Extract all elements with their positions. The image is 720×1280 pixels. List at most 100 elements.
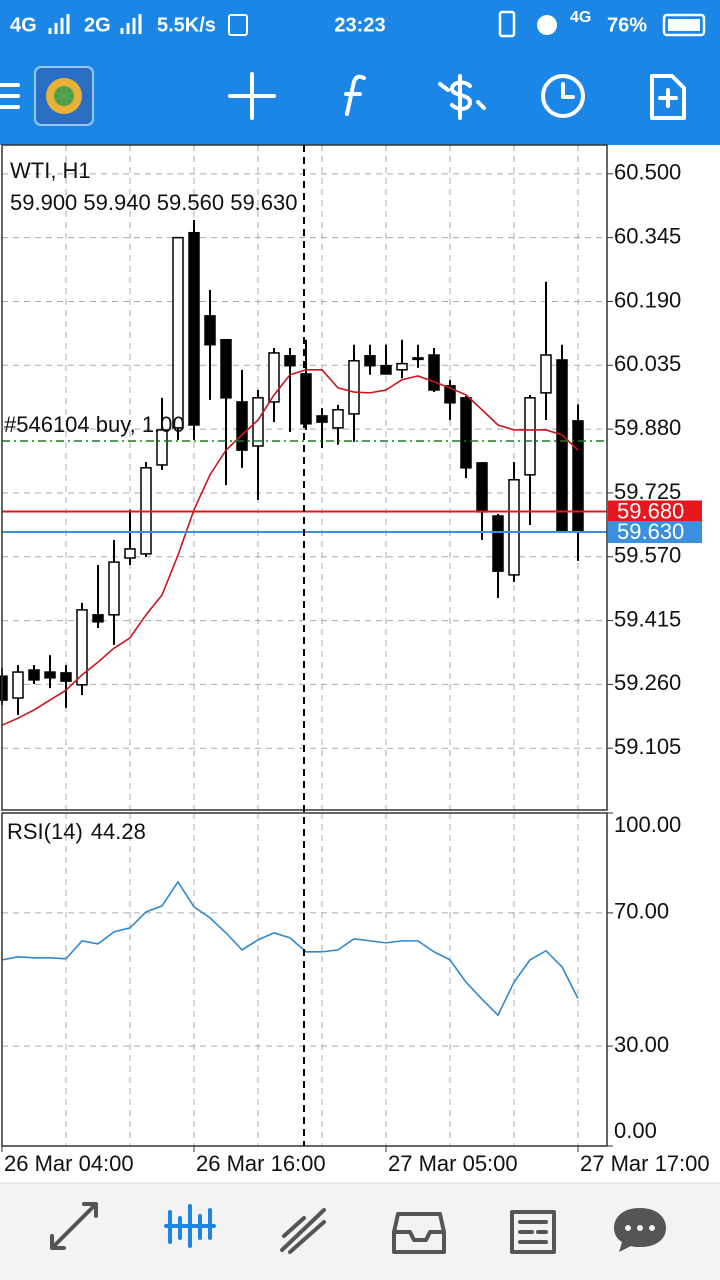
crosshair-button[interactable]: [228, 72, 276, 120]
candle-body: [556, 359, 568, 532]
chart-tab[interactable]: [164, 1204, 216, 1248]
battery-fill: [668, 19, 700, 31]
candle-body: [268, 352, 280, 403]
moving-average: [1, 369, 579, 726]
candle-body: [252, 397, 264, 447]
y-tick-label: 59.570: [614, 543, 681, 568]
candle-body: [284, 355, 296, 367]
candle-body: [364, 355, 376, 367]
candle-body: [236, 401, 248, 451]
chat-dot: [649, 1225, 655, 1231]
candle-body: [572, 420, 584, 533]
rsi-name: RSI(14): [7, 819, 83, 844]
candle-body: [188, 231, 200, 426]
notify-icon: [228, 14, 248, 36]
candle-body: [204, 315, 216, 346]
candle-body: [460, 397, 472, 469]
candle-body: [60, 672, 72, 682]
candle-body: [508, 479, 520, 576]
y-tick-label: 100.00: [614, 812, 681, 837]
x-tick-label: 27 Mar 17:00: [580, 1151, 710, 1176]
candle-body: [412, 357, 424, 361]
price-label-box: [608, 500, 702, 523]
candle-body: [300, 373, 312, 425]
y-tick-label: 70.00: [614, 899, 669, 924]
candle-body: [44, 671, 56, 679]
period-button[interactable]: [541, 74, 585, 118]
ohlc-info: 59.900 59.940 59.560 59.630: [10, 190, 298, 215]
signal-icon: [48, 14, 70, 34]
y-tick-label: 60.190: [614, 287, 681, 312]
price-label: 59.680: [617, 498, 684, 523]
labels: 60.500 60.345 60.190 60.035 59.880 59.725 59.5…: [1, 160, 710, 1176]
x-tick-label: 26 Mar 16:00: [196, 1151, 326, 1176]
chart-area: [0, 145, 720, 1183]
indicators-button[interactable]: [344, 74, 366, 116]
y-tick-label: 60.035: [614, 351, 681, 376]
candle-body: [428, 354, 440, 391]
vibrate-icon: [498, 10, 516, 38]
rsi-value: 44.28: [91, 819, 146, 844]
rsi-line: [1, 880, 579, 1017]
candle-body: [444, 385, 456, 404]
candle-body: [380, 364, 392, 375]
battery-icon: [662, 13, 706, 37]
candle-body: [220, 339, 232, 399]
candle-body: [28, 669, 40, 681]
bottom-nav: [0, 1183, 720, 1280]
network: 2G: [84, 14, 111, 36]
y-tick-label: 59.415: [614, 606, 681, 631]
candle-body: [0, 675, 8, 701]
candle-body: [348, 360, 360, 415]
candle-body: [124, 548, 136, 559]
candle-body: [76, 609, 88, 686]
y-tick-label: 0.00: [614, 1118, 657, 1143]
candle-body: [92, 614, 104, 623]
net-speed: 5.5K/s: [157, 14, 216, 36]
y-tick-label: 59.260: [614, 670, 681, 695]
signal-icon: [120, 14, 142, 34]
candle-body: [332, 409, 344, 429]
alarm-icon: [537, 15, 557, 35]
candle-body: [540, 354, 552, 394]
y-tick-label: 59.880: [614, 415, 681, 440]
network: 4G: [10, 14, 37, 36]
candle-body: [524, 397, 536, 476]
price-label-box: [608, 521, 702, 544]
candle-body: [108, 561, 120, 616]
candle-body: [172, 236, 184, 429]
trade-tab[interactable]: [280, 1208, 326, 1254]
x-tick-label: 26 Mar 04:00: [4, 1151, 134, 1176]
y-tick-label: 59.105: [614, 734, 681, 759]
new-order-button[interactable]: [650, 74, 686, 120]
candle-body: [492, 515, 504, 572]
menu-button[interactable]: [0, 83, 20, 109]
chat-dot: [625, 1225, 631, 1231]
quotes-tab[interactable]: [50, 1202, 98, 1250]
battery-level: 76%: [607, 14, 647, 36]
network: 4G: [570, 9, 591, 26]
y-tick-label: 60.345: [614, 223, 681, 248]
chart-title: WTI, H1: [10, 158, 91, 183]
y-tick-label: 60.500: [614, 160, 681, 185]
marks: [0, 219, 607, 1017]
clock: 23:23: [334, 14, 385, 36]
price-label: 59.630: [617, 519, 684, 544]
app-icon-center: [54, 86, 74, 106]
candle-body: [156, 429, 168, 466]
candle-body: [396, 362, 408, 371]
y-tick-label: 30.00: [614, 1032, 669, 1057]
period-hand: [561, 82, 575, 99]
rsi-title: RSI(14) 44.28: [7, 819, 146, 844]
y-tick-label: 59.725: [614, 479, 681, 504]
candle-body: [476, 462, 488, 513]
order-label: #546104 buy, 1.00: [4, 412, 185, 437]
candle-body: [12, 671, 24, 699]
history-tab[interactable]: [392, 1212, 446, 1254]
x-tick-label: 27 Mar 05:00: [388, 1151, 518, 1176]
top-bar: [0, 0, 720, 145]
trade-button[interactable]: [438, 74, 486, 120]
chat-dot: [637, 1225, 643, 1231]
news-tab[interactable]: [510, 1210, 556, 1254]
